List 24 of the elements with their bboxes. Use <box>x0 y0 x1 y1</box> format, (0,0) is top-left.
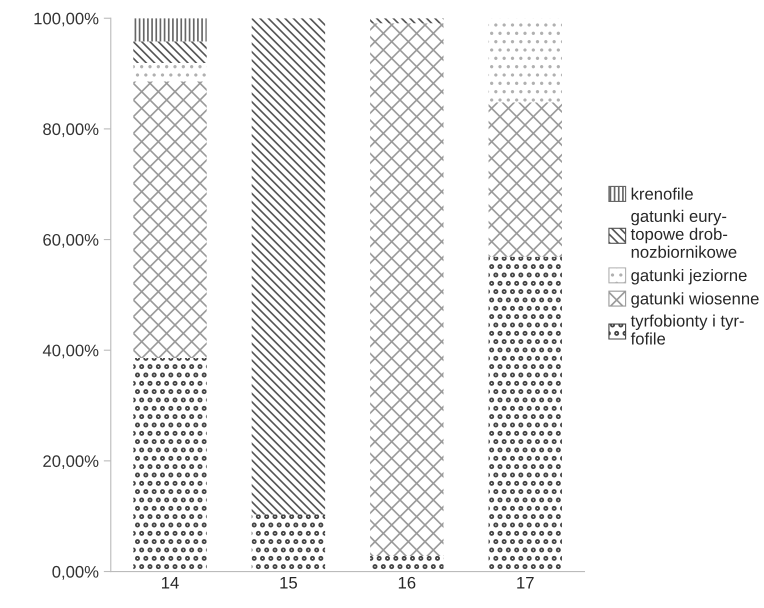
bar <box>488 18 562 102</box>
x-tick-label: 15 <box>280 576 297 589</box>
y-tick-label: 20,00% <box>43 455 98 470</box>
legend-label: tyrfobionty i tyr- fofile <box>630 314 744 345</box>
bar <box>133 18 207 42</box>
bar <box>370 23 444 556</box>
bar <box>370 18 444 24</box>
y-tick-label: 100,00% <box>34 12 98 26</box>
legend-label: gatunki eury- topowe drob- nozbiornikowe <box>630 210 736 258</box>
bar <box>133 81 207 358</box>
x-tick-label: 14 <box>162 576 179 588</box>
y-tick-label: 60,00% <box>43 234 98 248</box>
legend-label: krenofile <box>632 188 693 200</box>
x-tick-label: 16 <box>398 576 416 589</box>
legend-label: gatunki wiosenne <box>631 292 759 308</box>
y-tick-label: 0,00% <box>52 566 98 580</box>
y-tick-label: 40,00% <box>42 344 98 358</box>
bar <box>133 63 207 82</box>
bar <box>488 102 562 257</box>
y-tick-label: 80,00% <box>43 123 98 138</box>
bar <box>252 18 326 515</box>
bar <box>133 41 207 64</box>
legend-label: gatunki jeziorne <box>631 268 747 285</box>
x-tick-label: 17 <box>517 576 534 588</box>
